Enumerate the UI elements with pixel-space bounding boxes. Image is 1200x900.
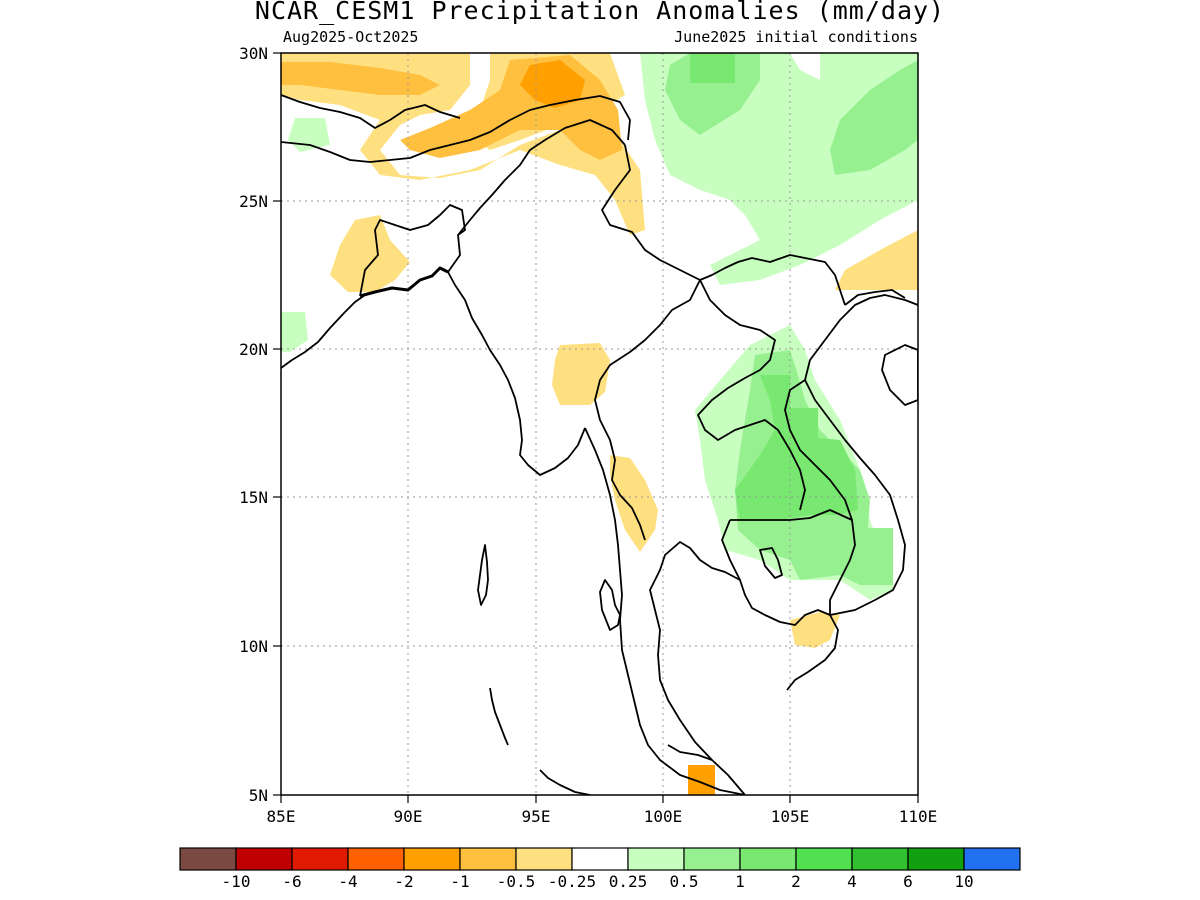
anomaly-area-southwest-wet (281, 312, 308, 352)
colorbar-label: 2 (791, 872, 801, 891)
sumatra-tip (539, 769, 591, 795)
border-bangladesh-india (359, 204, 466, 297)
colorbar-swatch (907, 847, 965, 871)
coastline-hainan (881, 344, 918, 406)
border-laos-vietnam (784, 379, 853, 521)
colorbar-swatch (571, 847, 629, 871)
initial-conditions: June2025 initial conditions (674, 28, 918, 46)
colorbar-label: -6 (282, 872, 301, 891)
anomaly-area-myanmar-dry (552, 343, 610, 405)
border-cambodia (730, 509, 856, 615)
tonle-sap-lake (759, 547, 783, 579)
forecast-period: Aug2025-Oct2025 (283, 28, 419, 46)
colorbar-label: 6 (903, 872, 913, 891)
colorbar-label: -10 (222, 872, 251, 891)
lon-tick-labels: 85E 90E 95E 100E 105E 110E (267, 807, 938, 826)
colorbar-swatch (403, 847, 461, 871)
border-laos-china (699, 254, 846, 306)
coastlines-borders (281, 94, 918, 795)
anomaly-area-yunnan-wet (665, 53, 760, 135)
coastline-myanmar-west (447, 271, 586, 476)
border-thailand-malaysia (667, 744, 713, 761)
colorbar-swatch (235, 847, 293, 871)
border-cambodia-thailand (721, 519, 741, 581)
colorbar-label: 4 (847, 872, 857, 891)
border-nepal (281, 94, 461, 129)
border-himalaya (281, 95, 631, 163)
anomaly-area-bangladesh-dry (330, 215, 410, 292)
lon-tick-100e: 100E (644, 807, 683, 826)
anomaly-area-himalaya-dry (281, 53, 645, 235)
lat-tick-20n: 20N (239, 340, 268, 359)
colorbar-swatch (795, 847, 853, 871)
colorbar-label: 0.5 (670, 872, 699, 891)
lon-tick-95e: 95E (522, 807, 551, 826)
colorbar-label: -0.5 (497, 872, 536, 891)
lon-tick-105e: 105E (771, 807, 810, 826)
colorbar-label: -4 (338, 872, 357, 891)
coastline-tenasserim (584, 427, 746, 795)
anomaly-area-mekong-dry (790, 612, 840, 648)
border-myanmar-china (601, 144, 701, 281)
colorbar-label: 10 (954, 872, 973, 891)
anomaly-area-tenasserim-dry (610, 455, 658, 552)
colorbar-label: -2 (394, 872, 413, 891)
lon-tick-90e: 90E (394, 807, 423, 826)
coastline-india-east (281, 294, 366, 369)
coastline-gulf-of-thailand (649, 541, 831, 795)
anomaly-area-himalaya-moderate (281, 62, 440, 95)
colorbar-label: 1 (735, 872, 745, 891)
lon-tick-110e: 110E (899, 807, 938, 826)
chart-title: NCAR_CESM1 Precipitation Anomalies (mm/d… (254, 0, 946, 25)
colorbar-swatch (851, 847, 909, 871)
coastline-bangladesh-delta (359, 266, 449, 298)
colorbar-swatch (963, 847, 1021, 871)
lat-tick-30n: 30N (239, 44, 268, 63)
colorbar-label: -1 (450, 872, 469, 891)
anomaly-area-yunnan-wet-core (690, 53, 735, 83)
colorbar-swatch (683, 847, 741, 871)
colorbar-swatch (515, 847, 573, 871)
anomaly-area-sichuan-wet (830, 60, 918, 175)
lat-tick-15n: 15N (239, 488, 268, 507)
nicobar-islands (489, 687, 509, 746)
border-myanmar-thailand (594, 279, 701, 541)
coastline-vietnam-east (804, 294, 918, 616)
colorbar-swatch (179, 847, 237, 871)
lat-tick-labels: 5N 10N 15N 20N 25N 30N (239, 44, 268, 805)
colorbar: -10 -6 -4 -2 -1 -0.5 -0.25 0.25 0.5 1 2 4 6 10 (179, 847, 1021, 891)
lat-tick-25n: 25N (239, 192, 268, 211)
tick-marks (273, 52, 919, 803)
colorbar-swatch (459, 847, 517, 871)
colorbar-swatch (739, 847, 797, 871)
anomaly-area-south-china-dry (835, 230, 918, 290)
anomaly-shading (281, 53, 918, 795)
colorbar-swatch (347, 847, 405, 871)
andaman-islands (477, 544, 489, 606)
anomaly-area-himalaya-wet (288, 118, 330, 152)
lat-lon-grid (281, 53, 918, 795)
colorbar-swatch (291, 847, 349, 871)
lat-tick-5n: 5N (249, 786, 268, 805)
lon-tick-85e: 85E (267, 807, 296, 826)
coastline-mekong (786, 614, 839, 691)
mergui-archipelago (599, 579, 621, 631)
anomaly-area-vietnam-wet-strong (735, 375, 858, 520)
colorbar-label: 0.25 (609, 872, 648, 891)
border-laos-thailand (697, 279, 806, 511)
lat-tick-10n: 10N (239, 637, 268, 656)
colorbar-label: -0.25 (548, 872, 596, 891)
border-vietnam-china (844, 289, 906, 306)
plot-frame (280, 52, 919, 796)
colorbar-swatch (627, 847, 685, 871)
